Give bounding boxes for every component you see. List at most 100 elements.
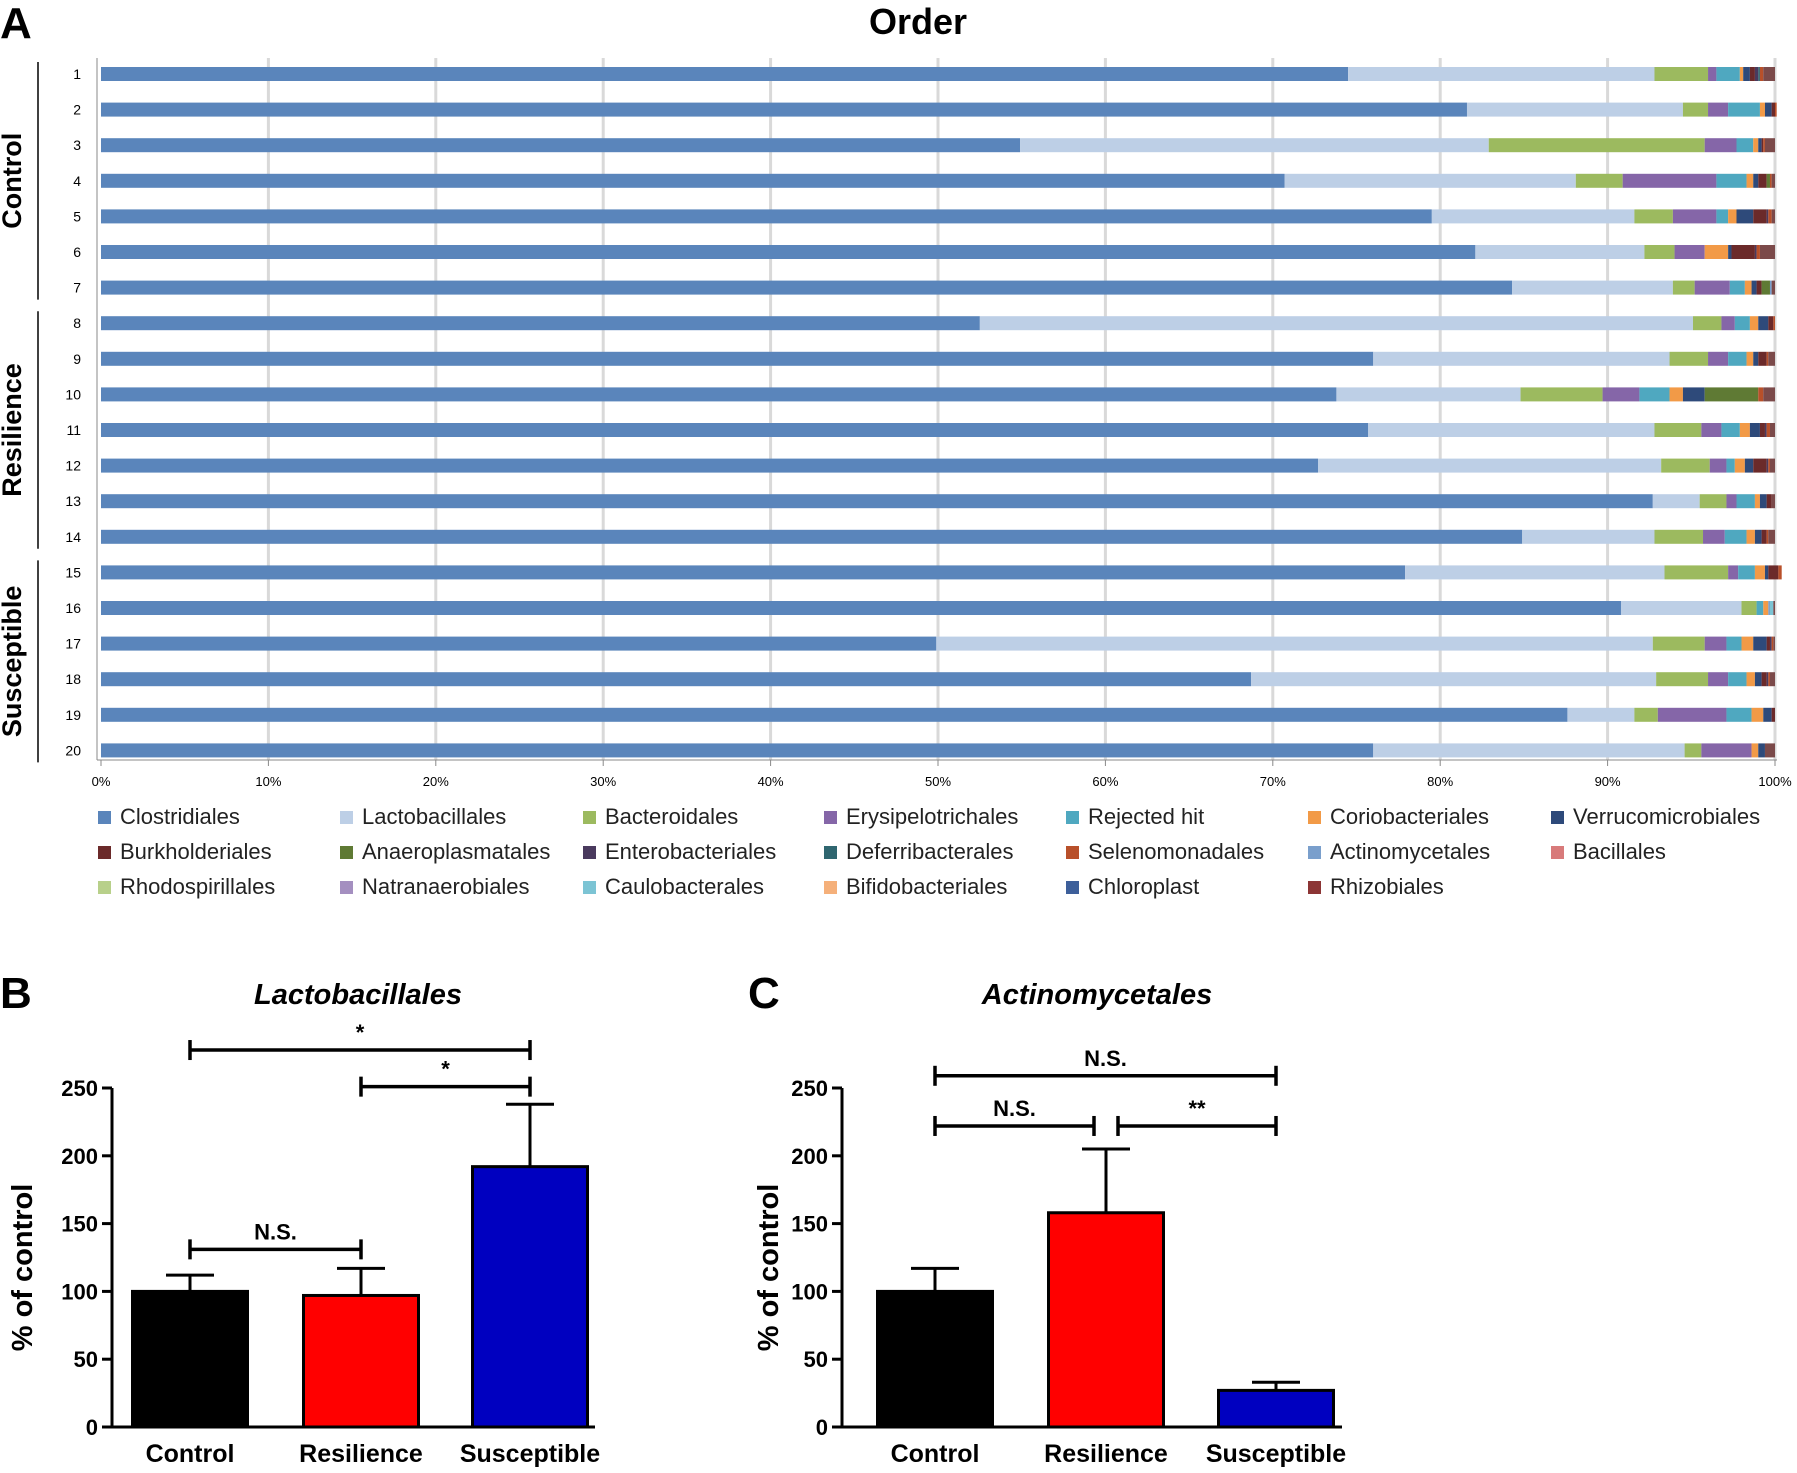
row-label-13: 13 (65, 493, 81, 509)
bar-segment-coriobacteriales-row-2 (1759, 102, 1765, 117)
bar-segment-coriobacteriales-row-5 (1728, 209, 1737, 224)
bar-segment-verrucomicrobiales-row-18 (1754, 672, 1762, 687)
legend-swatch-coriobacteriales (1308, 811, 1321, 824)
significance-label-0: N.S. (1084, 1046, 1127, 1071)
y-tick-label-250: 250 (791, 1076, 828, 1101)
bar-segment-coriobacteriales-row-11 (1739, 423, 1750, 437)
bar-segment-actinomycetales-row-7 (1769, 280, 1772, 295)
bar-segment-bacteroidales-row-18 (1656, 672, 1709, 687)
panel-a: A Order 1234567891011121314151617181920 … (0, 0, 1792, 899)
row-label-8: 8 (73, 315, 81, 331)
bar-segment-burkholderiales-row-15 (1768, 565, 1779, 580)
bar-segment-selenomonadales-row-5 (1768, 209, 1772, 224)
bar-segment-lactobacillales-row-7 (1512, 280, 1673, 295)
bar-segment-verrucomicrobiales-row-5 (1736, 209, 1754, 224)
bar-segment-enterobacteriales-row-17 (1769, 636, 1772, 651)
category-label-susceptible: Susceptible (1206, 1440, 1346, 1468)
x-tick-label-100: 100% (1758, 774, 1792, 789)
legend-label-bacteroidales: Bacteroidales (605, 804, 738, 829)
bar-segment-bacteroidales-row-2 (1682, 102, 1709, 117)
bar-segment-rejected-hit-row-3 (1736, 138, 1754, 153)
bar-segment-erysipelotrichales-row-4 (1622, 173, 1717, 188)
bar-segment-burkholderiales-row-5 (1753, 209, 1767, 224)
row-label-7: 7 (73, 280, 81, 296)
bar-segment-selenomonadales-row-11 (1766, 423, 1770, 437)
bar-segment-anaeroplasmatales-row-4 (1766, 173, 1770, 188)
bar-segment-lactobacillales-row-10 (1336, 387, 1521, 402)
x-tick-label-70: 70% (1260, 774, 1286, 789)
bar-segment-bacteroidales-row-14 (1654, 529, 1704, 544)
bar-segment-selenomonadales-row-15 (1778, 565, 1782, 580)
bar-segment-other-row-13 (1771, 494, 1775, 509)
stacked-bars (101, 67, 1782, 758)
bar-segment-rejected-hit-row-1 (1716, 67, 1740, 81)
bar-segment-lactobacillales-row-8 (979, 316, 1693, 331)
bar-segment-verrucomicrobiales-row-6 (1728, 245, 1732, 259)
bar-segment-other-row-18 (1769, 672, 1775, 687)
legend-label-rhodospirillales: Rhodospirillales (120, 874, 275, 899)
bar-segment-rejected-hit-row-8 (1734, 316, 1750, 331)
y-tick-label-100: 100 (61, 1279, 98, 1304)
bar-segment-erysipelotrichales-row-9 (1708, 351, 1729, 366)
bar-segment-erysipelotrichales-row-10 (1602, 387, 1640, 402)
bar-segment-verrucomicrobiales-row-19 (1763, 707, 1772, 722)
legend-label-bifidobacteriales: Bifidobacteriales (846, 874, 1007, 899)
legend-swatch-chloroplast (1066, 881, 1079, 894)
bar-segment-bacteroidales-row-4 (1575, 173, 1623, 188)
row-label-9: 9 (73, 351, 81, 367)
bar-segment-rejected-hit-row-14 (1724, 529, 1747, 544)
y-tick-label-150: 150 (791, 1212, 828, 1237)
legend-label-enterobacteriales: Enterobacteriales (605, 839, 776, 864)
bar-segment-lactobacillales-row-1 (1348, 67, 1655, 81)
bar-segment-selenomonadales-row-12 (1768, 458, 1770, 473)
row-label-14: 14 (65, 529, 81, 545)
bar-segment-lactobacillales-row-17 (936, 636, 1653, 651)
bar-segment-anaeroplasmatales-row-10 (1704, 387, 1759, 402)
legend-label-clostridiales: Clostridiales (120, 804, 240, 829)
bar-segment-rejected-hit-row-17 (1726, 636, 1742, 651)
legend-swatch-caulobacterales (583, 881, 596, 894)
bar-segment-bacteroidales-row-6 (1644, 245, 1675, 259)
bar-segment-burkholderiales-row-8 (1768, 316, 1774, 331)
row-label-15: 15 (65, 564, 81, 580)
group-labels: Control Resilience Susceptible (0, 62, 39, 763)
bar-segment-coriobacteriales-row-15 (1754, 565, 1765, 580)
legend-label-actinomycetales: Actinomycetales (1330, 839, 1490, 864)
row-label-16: 16 (65, 600, 81, 616)
bar-segment-coriobacteriales-row-10 (1669, 387, 1683, 402)
bar-segment-burkholderiales-row-7 (1756, 280, 1762, 295)
row-label-2: 2 (73, 102, 81, 118)
bar-segment-lactobacillales-row-3 (1020, 138, 1489, 153)
x-tick-label-30: 30% (590, 774, 616, 789)
bar-segment-clostridiales-row-18 (101, 672, 1252, 687)
bar-segment-selenomonadales-row-9 (1766, 351, 1769, 366)
bar-segment-erysipelotrichales-row-3 (1704, 138, 1737, 153)
significance-label-1: N.S. (993, 1096, 1036, 1121)
category-label-control: Control (891, 1440, 980, 1468)
bar-segment-verrucomicrobiales-row-13 (1759, 494, 1767, 509)
category-label-resilience: Resilience (299, 1440, 423, 1468)
bar-segment-burkholderiales-row-3 (1761, 138, 1764, 153)
bar-segment-coriobacteriales-row-18 (1746, 672, 1755, 687)
y-tick-label-0: 0 (86, 1415, 98, 1440)
bar-segment-selenomonadales-row-4 (1769, 173, 1772, 188)
bar-segment-lactobacillales-row-5 (1431, 209, 1635, 224)
bar-segment-lactobacillales-row-9 (1373, 351, 1670, 366)
bar-segment-coriobacteriales-row-14 (1746, 529, 1755, 544)
bar-segment-verrucomicrobiales-row-12 (1744, 458, 1754, 473)
x-tick-label-90: 90% (1595, 774, 1621, 789)
row-label-17: 17 (65, 636, 81, 652)
bar-segment-verrucomicrobiales-row-7 (1751, 280, 1757, 295)
bar-segment-burkholderiales-row-1 (1749, 67, 1755, 81)
legend-swatch-bacteroidales (583, 811, 596, 824)
legend-swatch-selenomonadales (1066, 846, 1079, 859)
bar-segment-selenomonadales-row-14 (1766, 529, 1769, 544)
bar-segment-verrucomicrobiales-row-4 (1753, 173, 1759, 188)
bar-segment-rejected-hit-row-10 (1639, 387, 1670, 402)
legend-label-anaeroplasmatales: Anaeroplasmatales (362, 839, 550, 864)
bar-control (131, 1289, 249, 1429)
legend-label-rejected-hit: Rejected hit (1088, 804, 1204, 829)
chart-title: Actinomycetales (981, 979, 1213, 1011)
bar-segment-deferribacterales-row-1 (1758, 67, 1760, 81)
bar-segment-erysipelotrichales-row-19 (1657, 707, 1727, 722)
